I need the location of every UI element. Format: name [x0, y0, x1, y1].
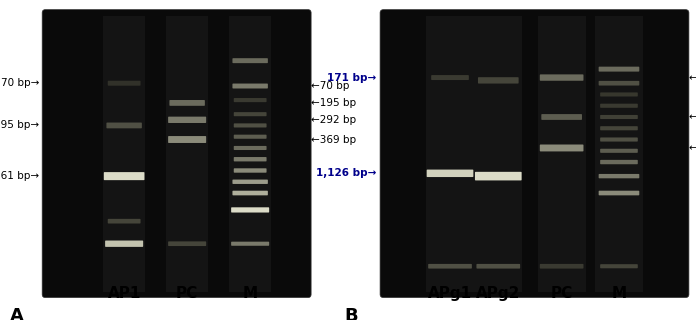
- Text: B: B: [345, 307, 358, 320]
- Text: A: A: [10, 307, 24, 320]
- FancyBboxPatch shape: [108, 81, 141, 86]
- FancyBboxPatch shape: [234, 124, 267, 127]
- Text: 1,126 bp→: 1,126 bp→: [316, 168, 377, 178]
- FancyBboxPatch shape: [104, 172, 145, 180]
- Text: ←369 bp: ←369 bp: [311, 134, 356, 145]
- FancyBboxPatch shape: [234, 157, 267, 161]
- Bar: [103, 16, 145, 292]
- Text: ←70 bp: ←70 bp: [311, 81, 349, 91]
- Text: ←421 bp: ←421 bp: [689, 112, 696, 122]
- FancyBboxPatch shape: [231, 207, 269, 212]
- FancyBboxPatch shape: [168, 241, 206, 246]
- FancyBboxPatch shape: [541, 114, 582, 120]
- Text: PC: PC: [176, 286, 198, 301]
- Bar: [426, 16, 474, 292]
- FancyBboxPatch shape: [599, 81, 640, 85]
- Bar: [595, 16, 643, 292]
- FancyBboxPatch shape: [106, 123, 142, 128]
- FancyBboxPatch shape: [540, 145, 583, 151]
- Bar: [229, 16, 271, 292]
- FancyBboxPatch shape: [475, 172, 521, 180]
- FancyBboxPatch shape: [600, 104, 638, 108]
- Text: ←195 bp: ←195 bp: [311, 98, 356, 108]
- FancyBboxPatch shape: [231, 242, 269, 246]
- FancyBboxPatch shape: [168, 136, 206, 143]
- FancyBboxPatch shape: [168, 116, 206, 123]
- FancyBboxPatch shape: [108, 219, 141, 223]
- Text: PC: PC: [551, 286, 573, 301]
- FancyBboxPatch shape: [600, 126, 638, 130]
- Bar: [166, 16, 208, 292]
- FancyBboxPatch shape: [600, 149, 638, 153]
- Text: ←171 bp: ←171 bp: [689, 73, 696, 83]
- FancyBboxPatch shape: [600, 264, 638, 268]
- FancyBboxPatch shape: [427, 170, 473, 177]
- Text: 661 bp→: 661 bp→: [0, 171, 39, 181]
- FancyBboxPatch shape: [432, 75, 469, 80]
- FancyBboxPatch shape: [380, 10, 689, 298]
- FancyBboxPatch shape: [478, 77, 519, 84]
- FancyBboxPatch shape: [600, 160, 638, 164]
- FancyBboxPatch shape: [234, 168, 267, 173]
- FancyBboxPatch shape: [600, 138, 638, 141]
- FancyBboxPatch shape: [540, 264, 583, 268]
- FancyBboxPatch shape: [232, 58, 268, 63]
- Text: ←292 bp: ←292 bp: [311, 115, 356, 125]
- Text: 171 bp→: 171 bp→: [327, 73, 377, 83]
- Text: 195 bp→: 195 bp→: [0, 120, 39, 131]
- FancyBboxPatch shape: [599, 174, 640, 178]
- FancyBboxPatch shape: [105, 241, 143, 247]
- Text: M: M: [611, 286, 626, 301]
- FancyBboxPatch shape: [599, 67, 640, 72]
- Text: APg2: APg2: [476, 286, 521, 301]
- FancyBboxPatch shape: [169, 100, 205, 106]
- Text: 70 bp→: 70 bp→: [1, 78, 39, 88]
- Bar: [537, 16, 586, 292]
- FancyBboxPatch shape: [234, 98, 267, 102]
- FancyBboxPatch shape: [600, 92, 638, 97]
- Text: AP1: AP1: [107, 286, 141, 301]
- FancyBboxPatch shape: [42, 10, 311, 298]
- FancyBboxPatch shape: [540, 74, 583, 81]
- FancyBboxPatch shape: [234, 135, 267, 139]
- FancyBboxPatch shape: [477, 264, 520, 268]
- FancyBboxPatch shape: [234, 112, 267, 116]
- Text: ←705 bp: ←705 bp: [689, 143, 696, 153]
- FancyBboxPatch shape: [600, 115, 638, 119]
- FancyBboxPatch shape: [232, 84, 268, 89]
- FancyBboxPatch shape: [232, 191, 268, 195]
- Text: M: M: [243, 286, 258, 301]
- FancyBboxPatch shape: [234, 146, 267, 150]
- Bar: [474, 16, 523, 292]
- FancyBboxPatch shape: [599, 191, 640, 195]
- Text: APg1: APg1: [428, 286, 472, 301]
- FancyBboxPatch shape: [232, 180, 268, 184]
- FancyBboxPatch shape: [428, 264, 472, 268]
